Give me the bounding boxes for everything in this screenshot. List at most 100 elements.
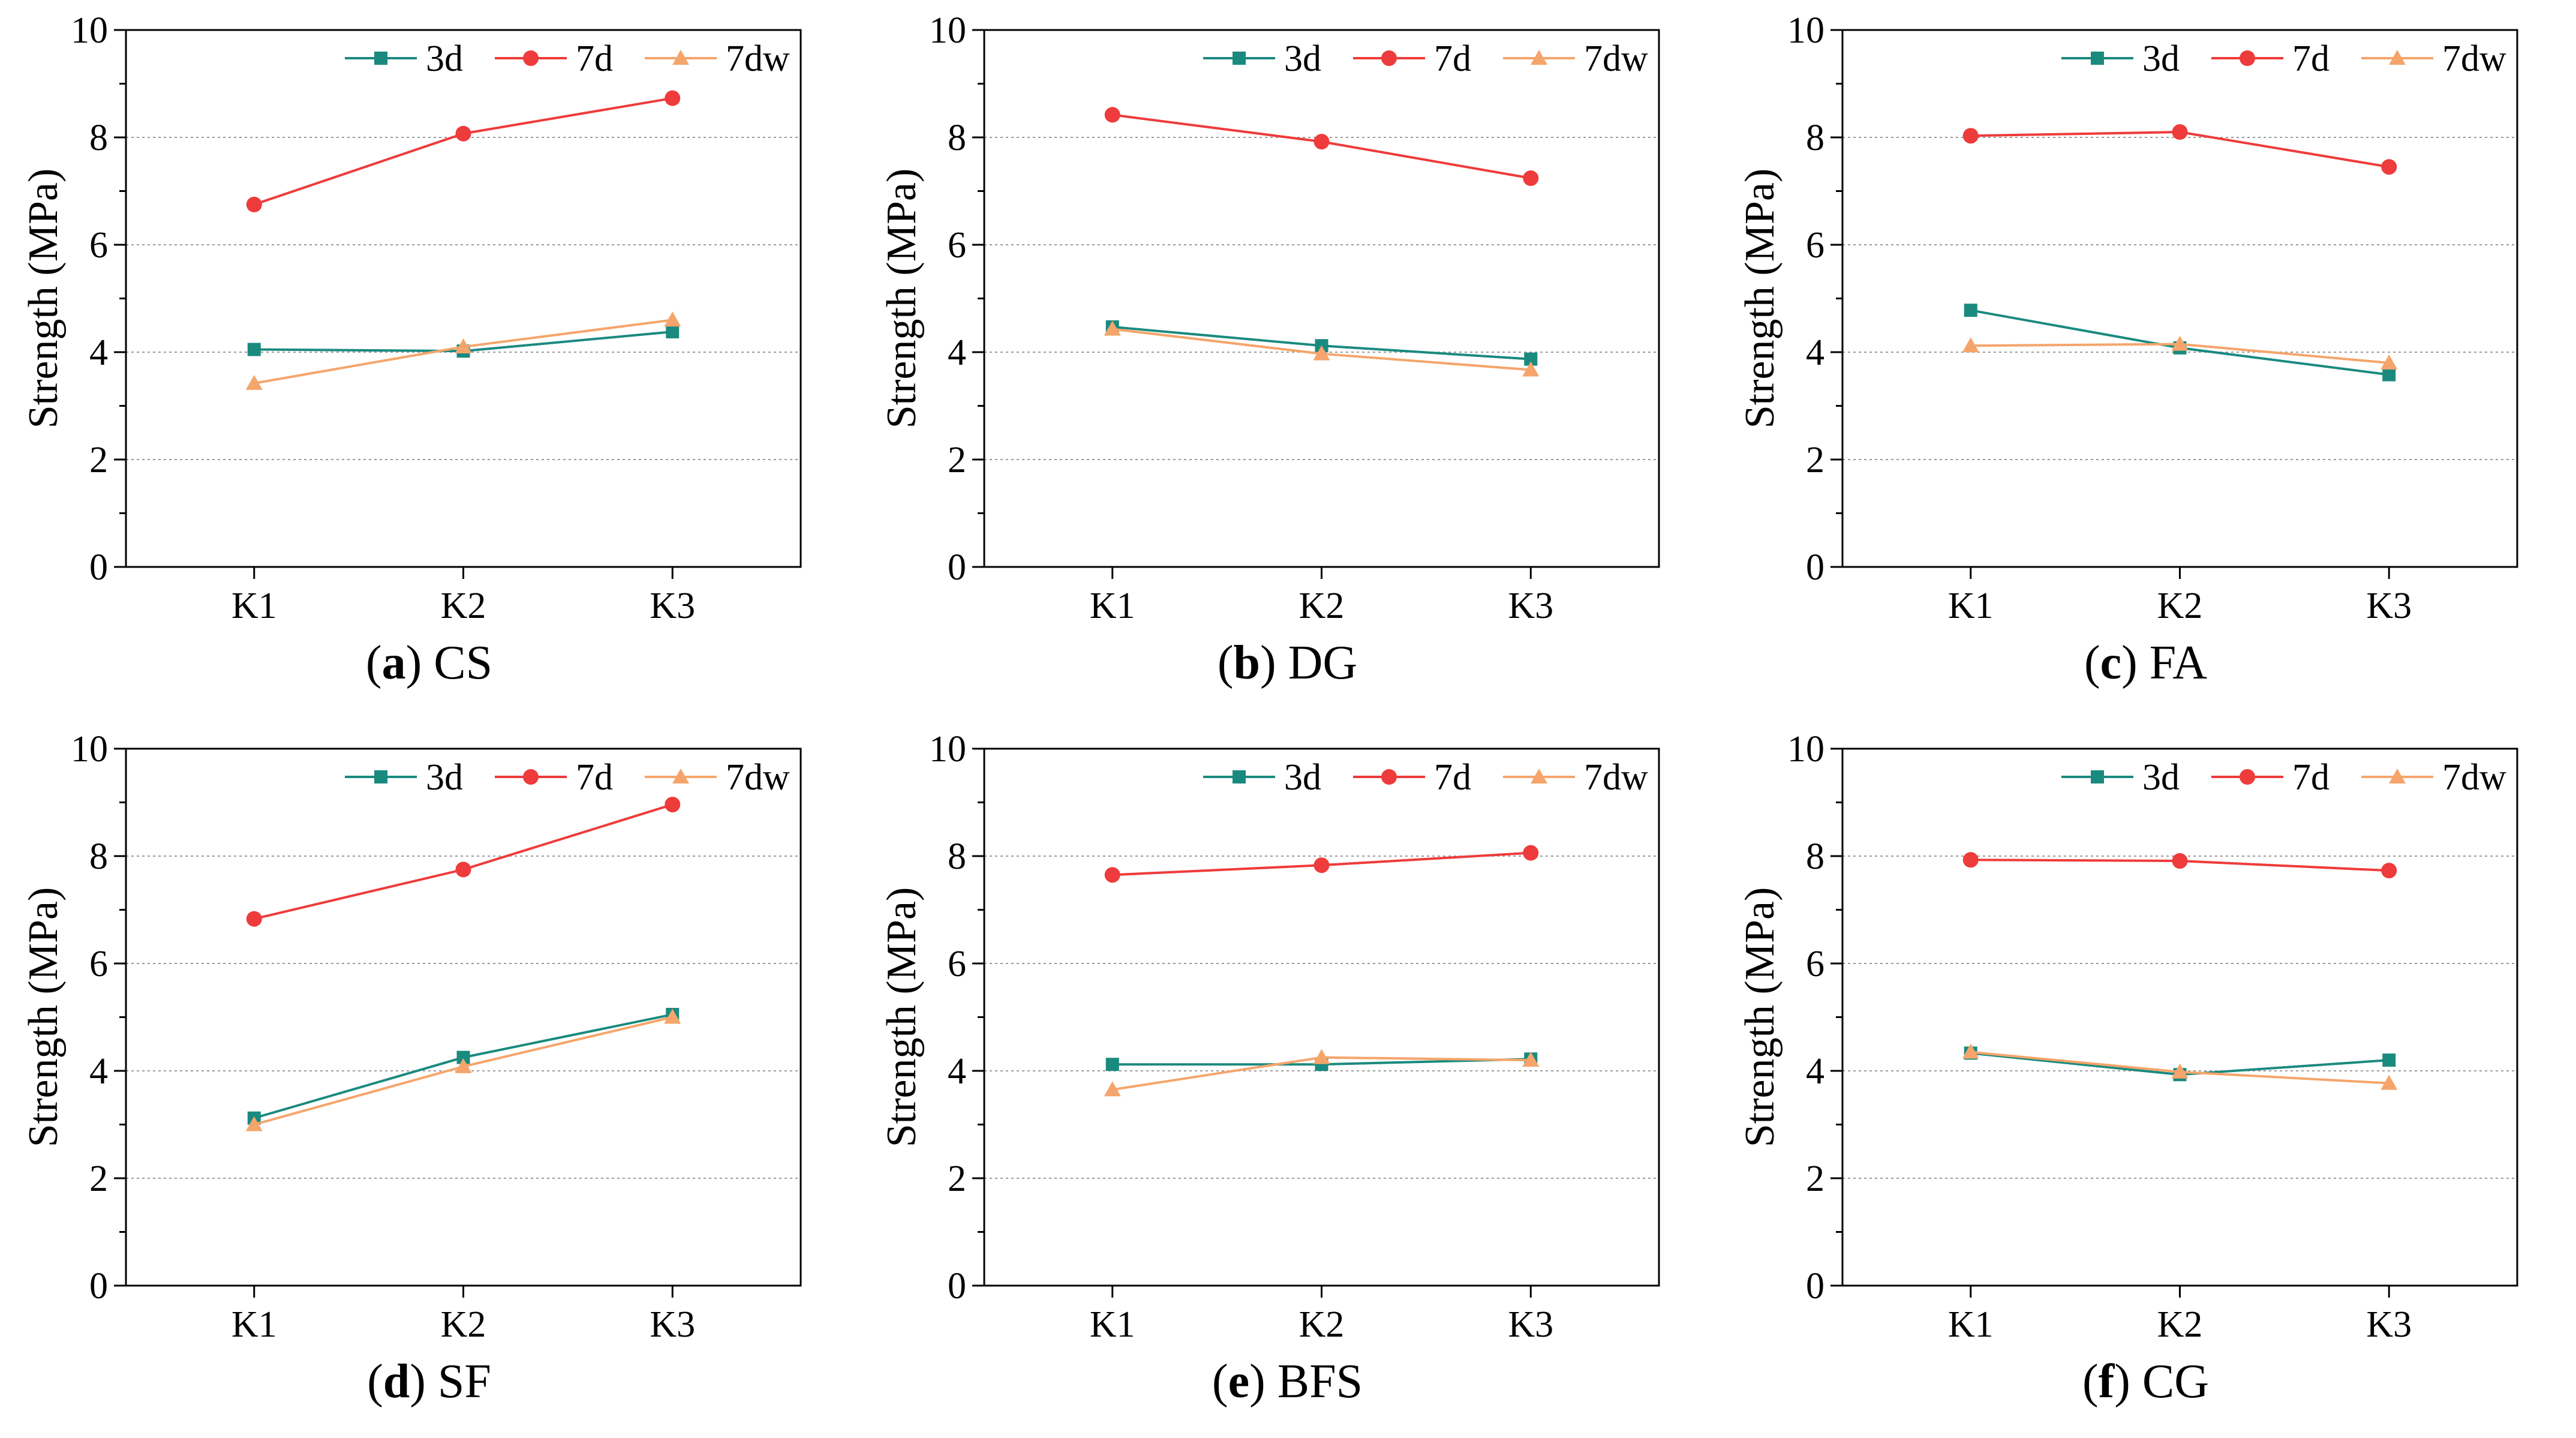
y-tick-label: 0 bbox=[1806, 547, 1824, 588]
y-tick-label: 2 bbox=[948, 440, 966, 481]
caption-name: DG bbox=[1288, 637, 1358, 689]
data-point-7d bbox=[2172, 124, 2188, 140]
legend-marker-7d bbox=[1381, 769, 1397, 785]
data-point-7d bbox=[665, 797, 681, 813]
legend-marker-7d bbox=[523, 50, 539, 66]
x-tick-label: K1 bbox=[1090, 586, 1135, 626]
y-axis-title: Strength (MPa) bbox=[20, 887, 67, 1148]
legend-marker-7dw bbox=[1531, 768, 1547, 783]
chart-svg-a: 0 2 4 6 8 10 K1 K2 K3 Strength (MPa) 3d 7d 7dw bbox=[20, 10, 802, 626]
data-point-7d bbox=[1104, 867, 1120, 883]
legend-label-3d: 3d bbox=[426, 38, 463, 79]
data-point-7d bbox=[2172, 853, 2188, 869]
y-tick-label: 10 bbox=[71, 10, 108, 51]
y-tick-label: 10 bbox=[929, 10, 966, 51]
series-7dw bbox=[1104, 1049, 1540, 1097]
legend-marker-7dw bbox=[2389, 768, 2406, 783]
caption-name: CG bbox=[2142, 1355, 2210, 1408]
y-tick-label: 0 bbox=[89, 1266, 108, 1307]
data-point-7dw bbox=[1522, 361, 1540, 377]
chart-svg-d: 0 2 4 6 8 10 K1 K2 K3 Strength (MPa) 3d 7d 7dw bbox=[20, 729, 802, 1345]
legend-marker-7d bbox=[523, 769, 539, 785]
chart-svg-e: 0 2 4 6 8 10 K1 K2 K3 Strength (MPa) 3d 7d 7dw bbox=[879, 729, 1660, 1345]
legend-marker-7dw bbox=[1531, 50, 1547, 65]
legend-marker-7dw bbox=[672, 50, 689, 65]
panel-caption: (e) BFS bbox=[1212, 1355, 1363, 1408]
y-tick-label: 2 bbox=[948, 1158, 966, 1199]
panel-caption: (f) CG bbox=[2082, 1355, 2210, 1408]
plot-frame bbox=[1841, 29, 2518, 568]
legend-label-7dw: 7dw bbox=[1584, 38, 1648, 79]
legend: 3d 7d 7dw bbox=[345, 757, 790, 798]
data-point-7dw bbox=[2380, 354, 2398, 370]
legend-label-7d: 7d bbox=[2292, 38, 2329, 79]
y-tick-label: 4 bbox=[89, 332, 108, 373]
data-point-7d bbox=[1523, 845, 1539, 861]
y-tick-label: 0 bbox=[948, 1266, 966, 1307]
data-point-7d bbox=[665, 90, 681, 106]
x-tick-label: K3 bbox=[650, 1304, 695, 1345]
data-point-7d bbox=[2381, 159, 2397, 175]
panel-caption: (b) DG bbox=[1217, 637, 1358, 689]
data-point-7dw bbox=[1962, 337, 1979, 353]
data-point-7dw bbox=[1962, 1043, 1979, 1059]
y-axis-title: Strength (MPa) bbox=[20, 169, 67, 429]
chart-panel-d: 0 2 4 6 8 10 K1 K2 K3 Strength (MPa) 3d 7d 7dw (d) SF bbox=[0, 719, 858, 1437]
data-point-7d bbox=[455, 861, 471, 878]
plot-frame bbox=[125, 29, 802, 568]
data-point-7dw bbox=[664, 311, 681, 327]
data-point-7d bbox=[2381, 863, 2397, 879]
legend-marker-3d bbox=[2091, 770, 2104, 783]
x-tick-label: K1 bbox=[1948, 586, 1994, 626]
legend-marker-3d bbox=[1233, 770, 1246, 783]
chart-svg-f: 0 2 4 6 8 10 K1 K2 K3 Strength (MPa) 3d 7d 7dw bbox=[1737, 729, 2518, 1345]
series-line-7d bbox=[254, 97, 673, 206]
series-7d bbox=[1962, 852, 2397, 879]
legend-marker-3d bbox=[374, 770, 387, 783]
x-tick-label: K1 bbox=[232, 586, 277, 626]
x-tick-label: K2 bbox=[2157, 586, 2203, 626]
y-tick-label: 8 bbox=[89, 118, 108, 158]
legend-marker-3d bbox=[1233, 52, 1246, 65]
data-point-7dw bbox=[664, 1008, 681, 1024]
series-7dw bbox=[245, 1008, 681, 1131]
caption-name: CS bbox=[434, 637, 493, 689]
y-axis-title: Strength (MPa) bbox=[879, 887, 925, 1148]
data-point-7d bbox=[246, 911, 262, 927]
legend-marker-7dw bbox=[2389, 50, 2406, 65]
data-point-3d bbox=[1524, 352, 1538, 366]
legend-label-7d: 7d bbox=[576, 38, 613, 79]
data-point-7d bbox=[1962, 852, 1979, 868]
y-tick-label: 0 bbox=[948, 547, 966, 588]
data-point-3d bbox=[456, 1050, 470, 1064]
x-tick-label: K3 bbox=[650, 586, 695, 626]
legend: 3d 7d 7dw bbox=[2061, 757, 2506, 798]
legend-marker-7d bbox=[2240, 50, 2255, 66]
chart-panel-c: 0 2 4 6 8 10 K1 K2 K3 Strength (MPa) 3d 7d 7dw (c) FA bbox=[1717, 0, 2575, 719]
legend: 3d 7d 7dw bbox=[2061, 38, 2506, 79]
x-tick-label: K3 bbox=[1508, 586, 1553, 626]
legend-marker-7d bbox=[2240, 769, 2255, 785]
plot-frame bbox=[983, 29, 1660, 568]
data-point-3d bbox=[666, 325, 680, 338]
data-point-7d bbox=[1104, 107, 1120, 123]
y-axis-title: Strength (MPa) bbox=[879, 169, 925, 429]
x-tick-label: K2 bbox=[441, 1304, 486, 1345]
legend-label-3d: 3d bbox=[426, 757, 463, 798]
chart-panel-b: 0 2 4 6 8 10 K1 K2 K3 Strength (MPa) 3d 7d 7dw (b) DG bbox=[858, 0, 1717, 719]
y-axis-title: Strength (MPa) bbox=[1737, 887, 1783, 1148]
y-tick-label: 8 bbox=[1806, 836, 1824, 877]
data-point-7dw bbox=[1522, 1052, 1540, 1067]
x-tick-label: K1 bbox=[232, 1304, 277, 1345]
series-7dw bbox=[1104, 320, 1540, 377]
legend-label-7dw: 7dw bbox=[726, 38, 790, 79]
series-7d bbox=[1104, 845, 1539, 883]
data-point-7d bbox=[455, 125, 471, 142]
data-point-3d bbox=[1964, 304, 1977, 317]
series-7dw bbox=[1962, 1043, 2398, 1090]
data-point-3d bbox=[247, 343, 261, 356]
caption-letter: f bbox=[2098, 1355, 2115, 1408]
y-tick-label: 6 bbox=[948, 944, 966, 984]
data-point-7dw bbox=[2380, 1074, 2398, 1090]
